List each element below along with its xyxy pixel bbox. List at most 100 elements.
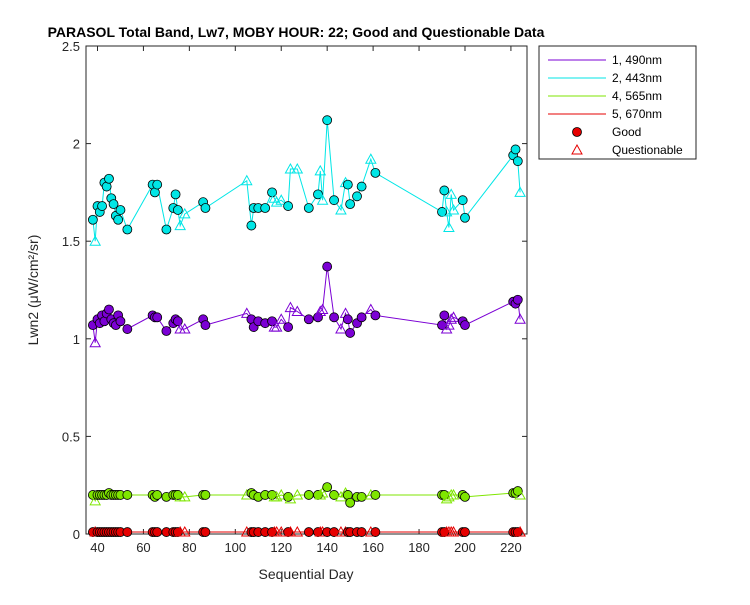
questionable-point	[514, 526, 526, 537]
good-point	[457, 195, 468, 206]
good-point	[200, 203, 211, 213]
good-point	[437, 320, 447, 331]
good-point	[113, 214, 124, 225]
good-point	[122, 324, 133, 334]
questionable-point	[440, 205, 453, 217]
good-point	[356, 181, 367, 192]
questionable-point	[316, 486, 329, 498]
good-point	[283, 492, 294, 502]
good-point	[200, 527, 211, 537]
good-point	[283, 322, 294, 332]
good-point	[322, 482, 333, 493]
good-point	[439, 185, 450, 196]
good-point	[152, 312, 163, 323]
good-point	[152, 527, 163, 537]
legend-box	[538, 45, 697, 160]
good-point	[512, 486, 523, 496]
x-tick-label: 80	[182, 540, 196, 555]
questionable-point	[364, 303, 377, 315]
legend-label: 1, 490nm	[612, 53, 662, 67]
good-point	[283, 201, 294, 211]
good-point	[108, 199, 119, 210]
good-point	[303, 527, 314, 537]
questionable-point	[178, 207, 191, 219]
good-point	[303, 490, 314, 500]
y-tick-label: 1.5	[62, 234, 80, 249]
good-point	[370, 527, 381, 537]
good-point	[329, 490, 339, 500]
good-point	[510, 144, 521, 155]
good-point	[303, 314, 314, 325]
good-point	[172, 205, 183, 215]
good-point	[329, 312, 339, 323]
questionable-point	[89, 235, 102, 246]
series-3	[87, 482, 526, 508]
good-point	[122, 224, 133, 235]
questionable-point	[240, 174, 253, 186]
good-point	[342, 179, 353, 190]
questionable-point	[270, 196, 283, 207]
good-point	[200, 490, 211, 500]
good-point	[322, 261, 333, 272]
legend-marker-questionable	[571, 143, 583, 155]
series-4	[87, 526, 526, 537]
questionable-point	[178, 526, 191, 537]
good-point	[439, 310, 450, 321]
questionable-point	[284, 526, 297, 537]
questionable-point	[314, 488, 327, 500]
good-point	[512, 156, 523, 167]
y-tick-label: 2.5	[62, 39, 80, 54]
x-tick-label: 220	[500, 540, 522, 555]
good-point	[161, 326, 172, 336]
questionable-point	[443, 490, 455, 502]
questionable-point	[178, 323, 191, 334]
legend-marker-good	[572, 127, 582, 137]
questionable-point	[447, 203, 460, 215]
good-point	[152, 490, 163, 500]
questionable-point	[316, 194, 329, 205]
y-tick-label: 1	[73, 332, 80, 347]
legend: 1, 490nm 2, 443nm 4, 565nm 5, 670nm Good Ques…	[538, 45, 697, 160]
y-tick-label: 0	[73, 527, 80, 542]
good-point	[246, 220, 257, 231]
x-tick-label: 120	[270, 540, 292, 555]
good-point	[329, 195, 339, 206]
questionable-point	[514, 186, 526, 197]
questionable-point	[291, 488, 304, 500]
good-point	[260, 203, 271, 213]
good-point	[370, 167, 381, 178]
questionable-point	[174, 219, 187, 231]
good-point	[345, 497, 356, 508]
questionable-point	[445, 188, 458, 199]
y-tick-label: 0.5	[62, 429, 80, 444]
good-point	[172, 316, 183, 327]
questionable-point	[270, 321, 283, 332]
legend-label: 4, 565nm	[612, 89, 662, 103]
questionable-point	[447, 311, 460, 322]
questionable-point	[335, 203, 347, 215]
questionable-point	[314, 164, 327, 176]
series-2	[87, 115, 526, 246]
good-point	[460, 492, 470, 502]
chart-title: PARASOL Total Band, Lw7, MOBY HOUR: 22; …	[48, 24, 545, 40]
good-point	[345, 199, 356, 210]
good-point	[115, 316, 126, 327]
questionable-point	[314, 305, 327, 316]
questionable-point	[445, 313, 458, 324]
questionable-point	[89, 336, 102, 348]
questionable-point	[364, 153, 377, 164]
series-1	[87, 261, 526, 348]
good-point	[104, 173, 114, 184]
questionable-point	[443, 221, 455, 233]
good-point	[352, 191, 362, 202]
questionable-point	[284, 162, 297, 174]
questionable-point	[275, 313, 288, 324]
legend-label: Questionable	[612, 143, 683, 157]
questionable-point	[447, 526, 460, 537]
x-axis-label: Sequential Day	[259, 566, 354, 582]
good-point	[200, 320, 211, 331]
questionable-point	[335, 323, 347, 334]
good-point	[345, 328, 356, 338]
good-point	[356, 492, 367, 502]
